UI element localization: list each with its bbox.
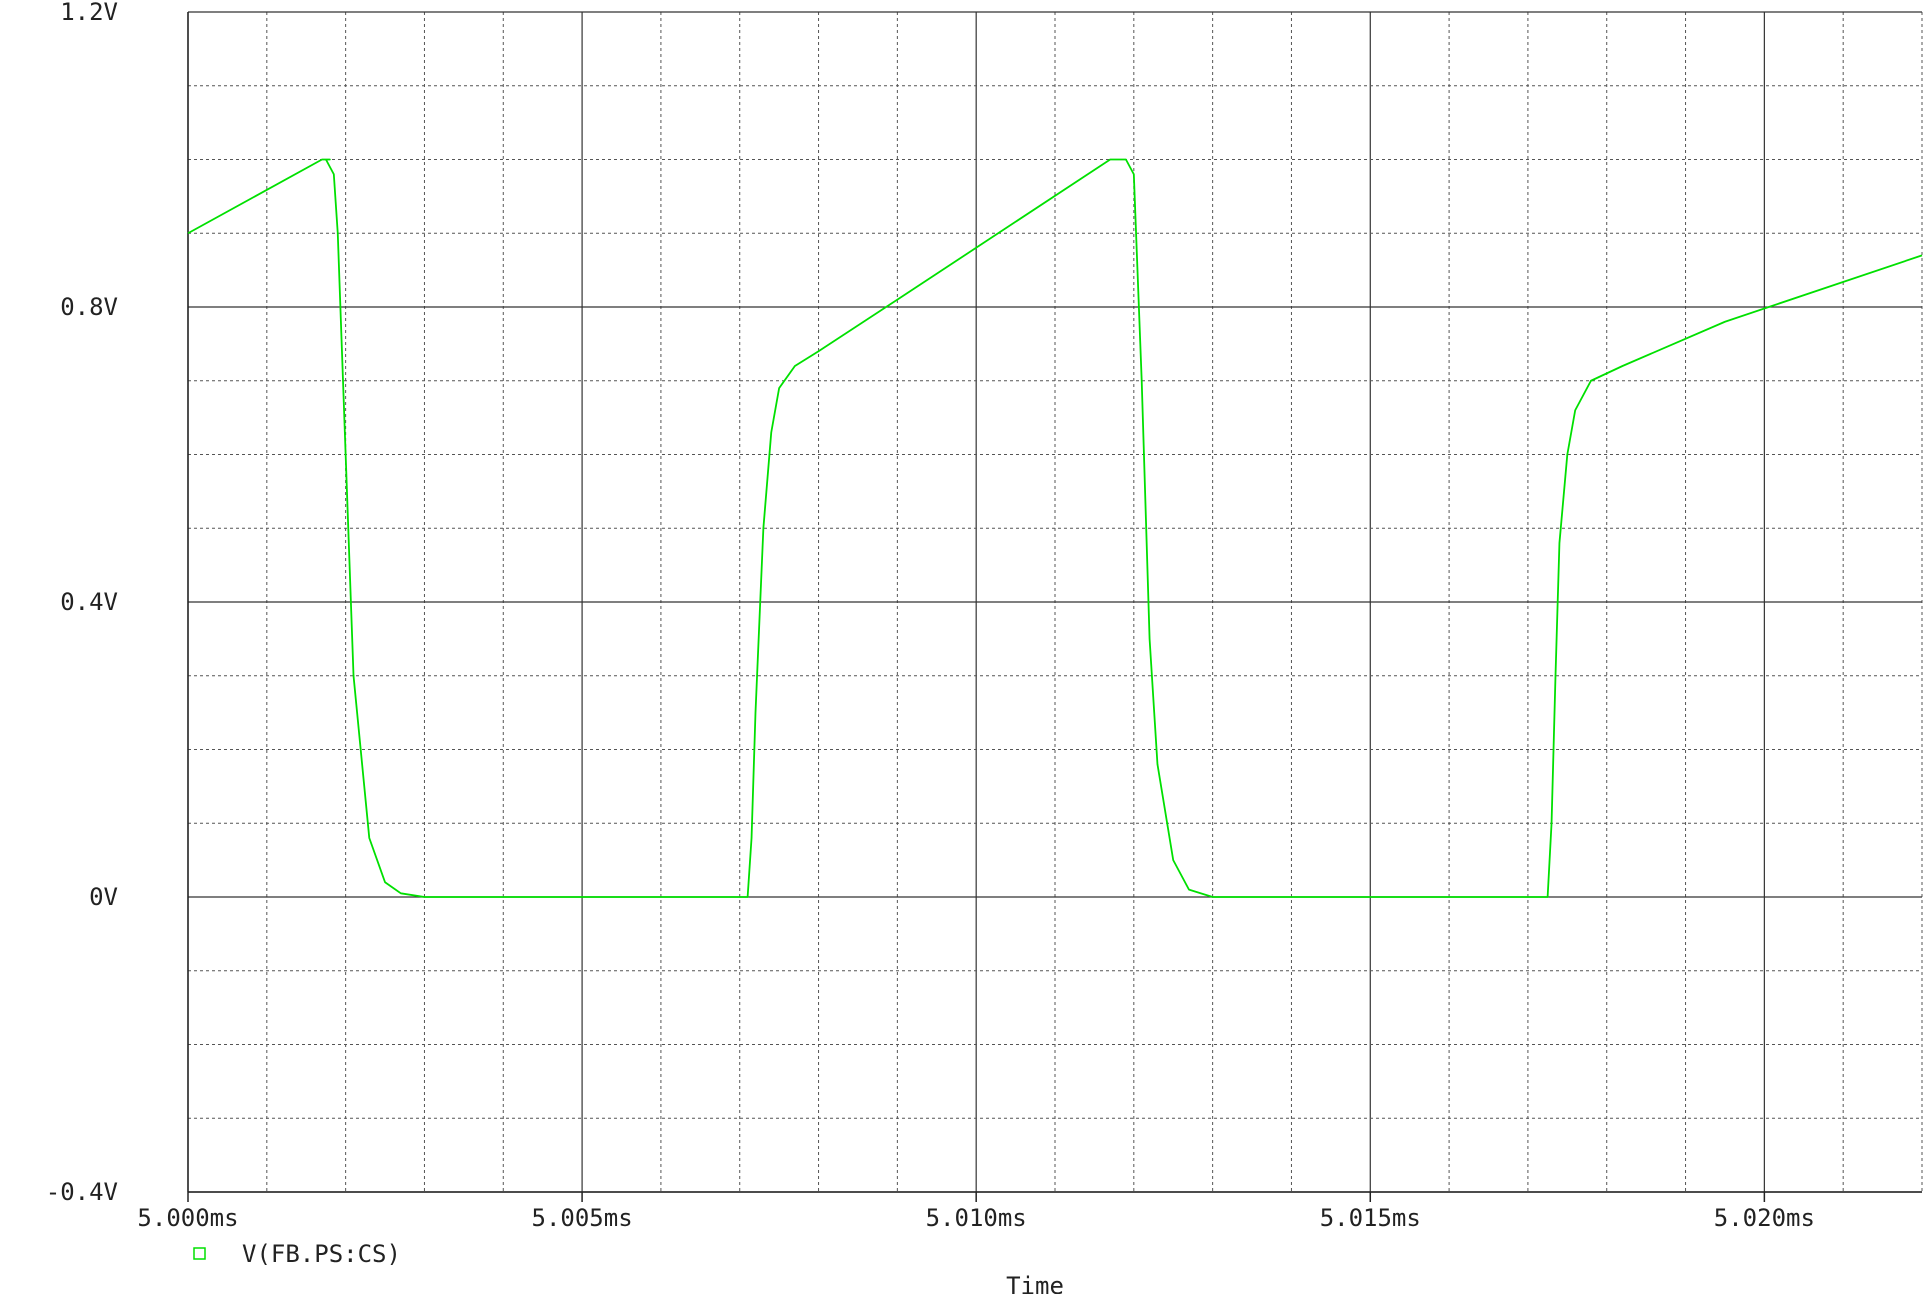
x-tick-label: 5.020ms <box>1714 1204 1815 1232</box>
axes <box>187 12 1922 1193</box>
legend: V(FB.PS:CS) <box>193 1240 401 1268</box>
legend-label: V(FB.PS:CS) <box>242 1240 401 1268</box>
legend-marker <box>193 1247 206 1260</box>
x-tick-label: 5.000ms <box>137 1204 238 1232</box>
x-tick-label: 5.010ms <box>926 1204 1027 1232</box>
y-tick-label: 0.4V <box>60 588 118 616</box>
x-tick-label: 5.005ms <box>532 1204 633 1232</box>
y-tick-label: -0.4V <box>46 1178 118 1206</box>
tick-labels: 5.000ms 5.005ms 5.010ms 5.015ms 5.020ms -0.4V… <box>46 0 1815 1232</box>
x-tick-label: 5.015ms <box>1320 1204 1421 1232</box>
y-tick-label: 0.8V <box>60 293 118 321</box>
x-axis-label: Time <box>1006 1272 1064 1294</box>
y-tick-label: 1.2V <box>60 0 118 26</box>
grid <box>187 11 1923 1193</box>
series-line <box>187 158 1923 898</box>
series-layer <box>187 158 1923 898</box>
y-tick-label: 0V <box>89 883 118 911</box>
